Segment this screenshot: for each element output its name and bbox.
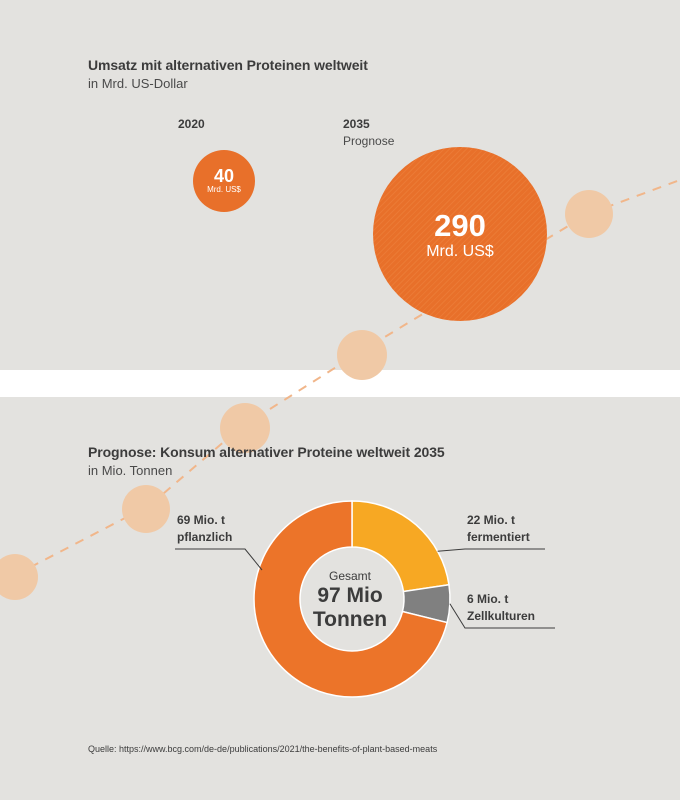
slice-label-fermentiert: 22 Mio. t fermentiert bbox=[467, 512, 530, 546]
donut-hole bbox=[301, 548, 403, 650]
year-2020: 2020 bbox=[178, 117, 205, 131]
slice-label-zellkulturen: 6 Mio. t Zellkulturen bbox=[467, 591, 535, 625]
leader-line-zellkulturen bbox=[449, 603, 555, 629]
source-note: Quelle: https://www.bcg.com/de-de/public… bbox=[88, 744, 438, 754]
chart2-subtitle: in Mio. Tonnen bbox=[88, 463, 173, 478]
bubble-2020-value: 40 bbox=[213, 166, 235, 186]
bubble-2035: 290 Mrd. US$ bbox=[373, 147, 547, 321]
slice-value-fermentiert: 22 Mio. t bbox=[467, 513, 516, 527]
slice-name-fermentiert: fermentiert bbox=[467, 530, 530, 544]
bubble-2035-unit: Mrd. US$ bbox=[426, 243, 494, 260]
center-value: 97 Mio bbox=[317, 584, 383, 607]
slice-name-zellkulturen: Zellkulturen bbox=[467, 609, 536, 623]
slice-value-pflanzlich: 69 Mio. t bbox=[177, 513, 226, 527]
bubble-2020: 40 Mrd. US$ bbox=[193, 150, 255, 212]
donut-center-label: Gesamt 97 Mio Tonnen bbox=[300, 568, 400, 632]
slice-label-pflanzlich: 69 Mio. t pflanzlich bbox=[177, 512, 232, 546]
donut-slice-pflanzlich bbox=[253, 500, 449, 698]
leader-line-fermentiert bbox=[437, 548, 545, 552]
chart1-subtitle: in Mrd. US-Dollar bbox=[88, 76, 188, 91]
year-2035: 2035 bbox=[343, 117, 370, 131]
center-caption: Gesamt bbox=[328, 569, 371, 583]
chart1-title: Umsatz mit alternativen Proteinen weltwe… bbox=[88, 57, 368, 73]
slice-name-pflanzlich: pflanzlich bbox=[177, 530, 233, 544]
center-unit: Tonnen bbox=[312, 608, 388, 631]
bubble-2035-value: 290 bbox=[434, 208, 486, 243]
slice-value-zellkulturen: 6 Mio. t bbox=[467, 592, 509, 606]
bubble-2020-unit: Mrd. US$ bbox=[207, 185, 241, 194]
chart2-title: Prognose: Konsum alternativer Proteine w… bbox=[88, 444, 445, 460]
leader-line-pflanzlich bbox=[175, 548, 263, 571]
prognose-note: Prognose bbox=[343, 134, 395, 148]
